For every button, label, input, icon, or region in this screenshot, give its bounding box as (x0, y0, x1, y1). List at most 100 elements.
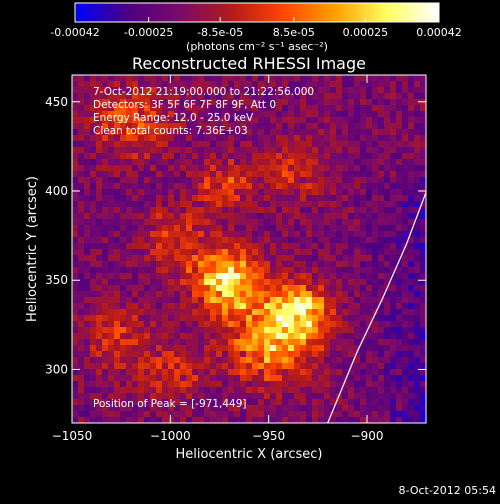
heatmap-cell (384, 231, 390, 237)
heatmap-cell (156, 201, 162, 207)
heatmap-cell (354, 321, 360, 327)
heatmap-cell (96, 105, 102, 111)
heatmap-cell (132, 363, 138, 369)
heatmap-cell (288, 135, 294, 141)
heatmap-cell (150, 261, 156, 267)
heatmap-cell (306, 297, 312, 303)
heatmap-cell (84, 285, 90, 291)
heatmap-cell (210, 273, 216, 279)
heatmap-cell (288, 315, 294, 321)
heatmap-cell (414, 225, 420, 231)
heatmap-cell (210, 327, 216, 333)
heatmap-cell (372, 183, 378, 189)
heatmap-cell (114, 219, 120, 225)
colorbar-tick-label: 0.00042 (416, 26, 462, 39)
heatmap-cell (282, 135, 288, 141)
heatmap-cell (276, 309, 282, 315)
heatmap-cell (186, 387, 192, 393)
heatmap-cell (264, 399, 270, 405)
heatmap-cell (186, 195, 192, 201)
heatmap-cell (114, 363, 120, 369)
heatmap-cell (264, 417, 270, 423)
heatmap-cell (384, 273, 390, 279)
heatmap-cell (78, 111, 84, 117)
heatmap-cell (252, 309, 258, 315)
heatmap-cell (318, 117, 324, 123)
heatmap-cell (132, 75, 138, 81)
heatmap-cell (264, 309, 270, 315)
heatmap-cell (228, 87, 234, 93)
heatmap-cell (216, 261, 222, 267)
heatmap-cell (210, 249, 216, 255)
heatmap-cell (168, 189, 174, 195)
heatmap-cell (240, 267, 246, 273)
heatmap-cell (174, 177, 180, 183)
heatmap-cell (330, 327, 336, 333)
heatmap-cell (270, 285, 276, 291)
heatmap-cell (270, 381, 276, 387)
heatmap-cell (366, 141, 372, 147)
heatmap-cell (300, 75, 306, 81)
heatmap-cell (246, 93, 252, 99)
heatmap-cell (108, 375, 114, 381)
heatmap-cell (264, 147, 270, 153)
heatmap-cell (192, 81, 198, 87)
heatmap-cell (258, 153, 264, 159)
heatmap-cell (144, 141, 150, 147)
heatmap-cell (114, 177, 120, 183)
heatmap-cell (330, 117, 336, 123)
heatmap-cell (378, 279, 384, 285)
heatmap-cell (300, 243, 306, 249)
heatmap-cell (246, 147, 252, 153)
heatmap-cell (354, 135, 360, 141)
heatmap-cell (150, 345, 156, 351)
heatmap-cell (186, 393, 192, 399)
heatmap-cell (186, 147, 192, 153)
heatmap-cell (300, 213, 306, 219)
heatmap-cell (228, 177, 234, 183)
heatmap-cell (396, 165, 402, 171)
heatmap-cell (228, 141, 234, 147)
heatmap-cell (72, 267, 78, 273)
heatmap-cell (240, 369, 246, 375)
heatmap-cell (384, 363, 390, 369)
heatmap-cell (276, 87, 282, 93)
heatmap-cell (228, 291, 234, 297)
heatmap-cell (138, 231, 144, 237)
heatmap-cell (222, 273, 228, 279)
heatmap-cell (222, 327, 228, 333)
heatmap-cell (324, 225, 330, 231)
heatmap-cell (186, 81, 192, 87)
heatmap-cell (306, 99, 312, 105)
heatmap-cell (234, 255, 240, 261)
heatmap-cell (414, 123, 420, 129)
heatmap-cell (330, 105, 336, 111)
heatmap-cell (378, 255, 384, 261)
heatmap-cell (384, 375, 390, 381)
heatmap-cell (132, 171, 138, 177)
heatmap-cell (372, 237, 378, 243)
heatmap-cell (78, 321, 84, 327)
heatmap-cell (252, 291, 258, 297)
heatmap-cell (210, 393, 216, 399)
heatmap-cell (264, 219, 270, 225)
heatmap-cell (390, 297, 396, 303)
heatmap-cell (342, 105, 348, 111)
heatmap-cell (396, 153, 402, 159)
heatmap-cell (192, 171, 198, 177)
heatmap-cell (408, 165, 414, 171)
heatmap-cell (216, 123, 222, 129)
heatmap-cell (180, 285, 186, 291)
heatmap-cell (144, 345, 150, 351)
heatmap-cell (276, 183, 282, 189)
heatmap-cell (222, 267, 228, 273)
heatmap-cell (312, 393, 318, 399)
heatmap-cell (126, 219, 132, 225)
heatmap-cell (240, 87, 246, 93)
heatmap-cell (414, 267, 420, 273)
heatmap-cell (288, 195, 294, 201)
heatmap-cell (174, 333, 180, 339)
heatmap-cell (324, 195, 330, 201)
heatmap-cell (222, 207, 228, 213)
